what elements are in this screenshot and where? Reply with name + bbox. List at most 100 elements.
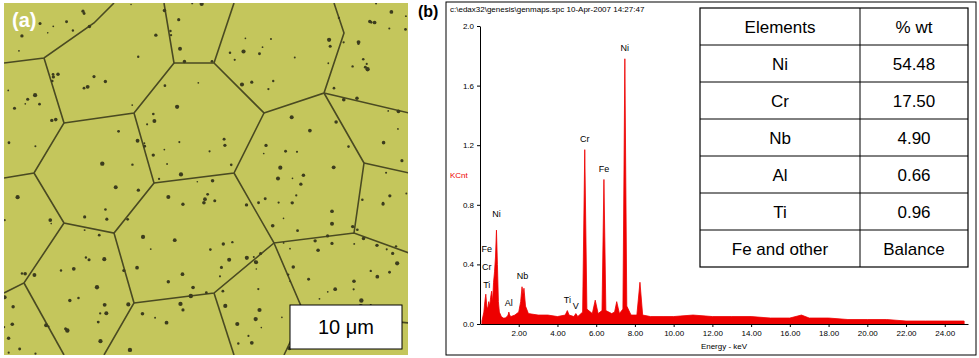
pit xyxy=(50,223,52,225)
pit xyxy=(257,201,260,204)
tick-label: 0.4 xyxy=(463,260,475,269)
tick: 18.00 xyxy=(819,324,840,338)
table-rule xyxy=(700,45,968,46)
tick-label: 0.8 xyxy=(463,201,475,210)
table-rule xyxy=(700,119,968,120)
pit xyxy=(405,15,407,17)
pit xyxy=(319,298,321,300)
pit xyxy=(223,138,226,141)
pit xyxy=(88,25,91,28)
pit xyxy=(235,322,239,326)
pit xyxy=(173,238,177,242)
y-axis-line xyxy=(480,27,481,325)
pit xyxy=(165,321,169,325)
table-cell: 0.66 xyxy=(897,166,930,185)
x-axis-title: Energy - keV xyxy=(701,342,748,351)
tick-label: 16.00 xyxy=(780,329,801,338)
table-cell: Al xyxy=(772,166,787,185)
pit xyxy=(54,118,58,122)
tick: 0.8 xyxy=(463,201,480,210)
panel-a: (a)10 μm xyxy=(3,2,409,355)
pit xyxy=(250,341,254,345)
pit xyxy=(278,166,282,170)
x-axis-line xyxy=(481,324,969,325)
pit xyxy=(294,56,296,58)
chart-frame xyxy=(446,2,976,355)
pit xyxy=(250,81,253,84)
pit xyxy=(327,62,329,64)
peak-label: V xyxy=(573,301,579,311)
tick-label: 1.6 xyxy=(463,82,475,91)
pit xyxy=(154,317,156,319)
pit xyxy=(342,98,344,100)
table-background xyxy=(700,8,968,267)
pit xyxy=(259,252,262,255)
pit xyxy=(388,271,391,274)
pit xyxy=(267,88,269,90)
pit xyxy=(327,291,329,293)
pit xyxy=(179,172,183,176)
pit xyxy=(263,153,265,155)
table-rule xyxy=(860,8,861,267)
tick: 12.00 xyxy=(703,324,724,338)
pit xyxy=(240,82,244,86)
pit xyxy=(370,270,372,272)
pit xyxy=(241,49,245,53)
pit xyxy=(50,119,53,122)
pit xyxy=(65,20,68,23)
pit xyxy=(154,33,157,36)
pit xyxy=(283,218,285,220)
table-rule xyxy=(700,193,968,194)
pit xyxy=(197,82,199,84)
tick-label: 10.00 xyxy=(664,329,685,338)
pit xyxy=(34,353,36,355)
tick-label: 2.00 xyxy=(511,329,527,338)
pit xyxy=(117,130,120,133)
table-cell: Cr xyxy=(771,92,789,111)
pit xyxy=(163,149,165,151)
pit xyxy=(32,273,36,277)
pit xyxy=(167,280,170,283)
pit xyxy=(400,159,403,162)
pit xyxy=(92,75,95,78)
pit xyxy=(51,80,54,83)
tick: 10.00 xyxy=(664,324,685,338)
pit xyxy=(260,327,262,329)
pit xyxy=(333,287,337,291)
pit xyxy=(177,18,180,21)
pit xyxy=(292,178,294,180)
scale-bar-label: 10 μm xyxy=(318,316,374,338)
pit xyxy=(136,139,140,143)
pit xyxy=(264,144,267,147)
table-cell: 17.50 xyxy=(893,92,936,111)
pit xyxy=(56,72,59,75)
pit xyxy=(245,256,249,260)
tick-mark xyxy=(477,86,480,87)
pit xyxy=(84,229,86,231)
pit xyxy=(104,311,108,315)
pit xyxy=(60,269,62,271)
pit xyxy=(141,312,145,316)
pit xyxy=(223,304,227,308)
panel-label: (b) xyxy=(418,3,438,20)
pit xyxy=(175,105,179,109)
pit xyxy=(353,243,355,245)
pit xyxy=(44,323,48,327)
pit xyxy=(130,4,132,6)
pit xyxy=(254,317,258,321)
pit xyxy=(104,208,107,211)
pit xyxy=(135,266,139,270)
pit xyxy=(178,141,180,143)
pit xyxy=(289,281,291,283)
pit xyxy=(16,195,20,199)
table-cell: 4.90 xyxy=(897,129,930,148)
tick: 0.0 xyxy=(463,320,480,329)
y-axis-title: KCnt xyxy=(450,171,469,180)
grain-boundary xyxy=(104,233,134,355)
tick-mark xyxy=(790,324,791,327)
pit xyxy=(10,322,14,326)
pit xyxy=(330,209,334,213)
tick: 8.00 xyxy=(628,324,644,338)
tick-label: 1.2 xyxy=(463,141,475,150)
pit xyxy=(299,183,302,186)
